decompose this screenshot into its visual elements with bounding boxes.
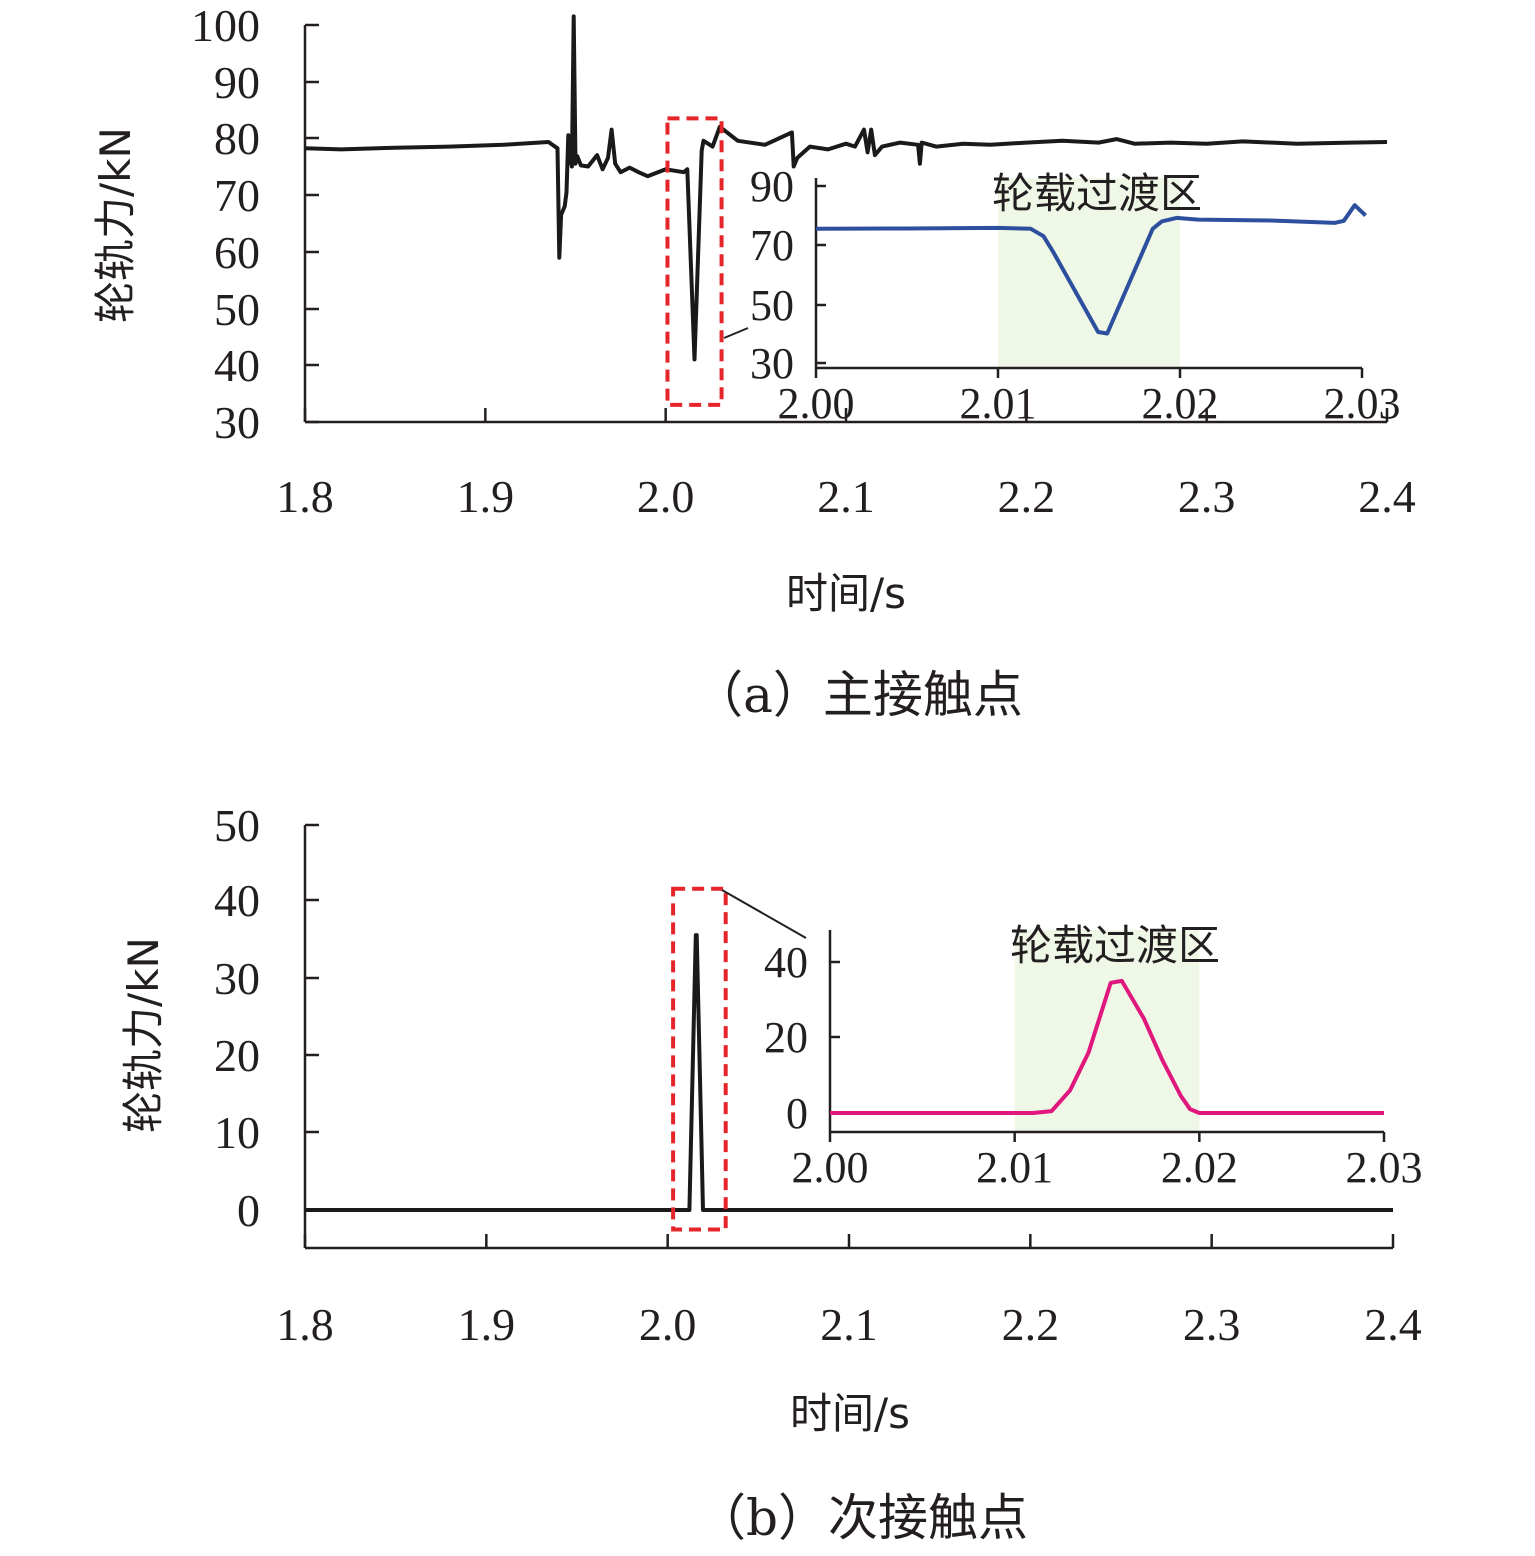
y-tick-label: 50: [214, 284, 260, 335]
inset-chart: 轮载过渡区 30 50 70 90 2.00 2.01 2.02 2.03: [750, 162, 1401, 428]
y-tick-label: 30: [214, 953, 260, 1004]
transition-region-label: 轮载过渡区: [992, 169, 1202, 218]
x-tick-label: 2.2: [1002, 1299, 1060, 1350]
inset-chart: 轮载过渡区 0 20 40 2.00 2.01 2.02 2.03: [764, 921, 1423, 1192]
y-tick-label: 40: [214, 340, 260, 391]
transition-region-shade: [1014, 930, 1200, 1132]
inset-x-tick-label: 2.02: [1161, 1143, 1238, 1192]
panel-b-caption: （b）次接触点: [696, 1489, 1028, 1547]
y-tick-label: 90: [214, 57, 260, 108]
x-tick-label: 2.3: [1178, 471, 1236, 522]
panel-b-ylabel: 轮轨力/kN: [119, 937, 168, 1133]
inset-y-tick-label: 40: [764, 938, 808, 987]
transition-region-shade: [998, 178, 1180, 368]
inset-y-tick-label: 0: [786, 1089, 808, 1138]
zoom-connector-line: [721, 889, 807, 939]
inset-x-tick-label: 2.00: [778, 379, 855, 428]
inset-x-tick-label: 2.03: [1346, 1143, 1423, 1192]
panel-a-xlabel: 时间/s: [786, 569, 906, 618]
x-tick-label: 2.4: [1364, 1299, 1422, 1350]
transition-region-label: 轮载过渡区: [1010, 921, 1220, 970]
panel-a-caption: （a）主接触点: [693, 666, 1023, 724]
panel-b-secondary-contact: 轮轨力/kN 时间/s （b）次接触点 0 10 20 30 40 50 1.8 1.9 2.0…: [119, 800, 1423, 1547]
y-tick-label: 30: [214, 397, 260, 448]
inset-x-tick-label: 2.03: [1324, 379, 1401, 428]
inset-series-line: [815, 203, 1367, 336]
y-tick-label: 100: [191, 0, 260, 51]
y-tick-label: 40: [214, 875, 260, 926]
x-tick-label: 1.9: [458, 1299, 516, 1350]
x-tick-label: 2.2: [998, 471, 1056, 522]
x-tick-label: 2.1: [817, 471, 875, 522]
main-series-line: [304, 14, 1388, 362]
x-tick-label: 2.4: [1358, 471, 1416, 522]
y-tick-label: 10: [214, 1107, 260, 1158]
x-tick-label: 1.8: [276, 471, 334, 522]
x-tick-label: 2.1: [820, 1299, 878, 1350]
y-tick-label: 0: [237, 1185, 260, 1236]
zoom-box: [665, 116, 724, 407]
inset-x-tick-label: 2.01: [976, 1143, 1053, 1192]
inset-y-tick-label: 90: [750, 162, 794, 211]
zoom-box: [671, 886, 728, 1232]
panel-a-main-contact: 轮轨力/kN 时间/s （a）主接触点 304050607080901001.8…: [91, 0, 1416, 724]
x-tick-label: 2.0: [637, 471, 695, 522]
panel-b-xlabel: 时间/s: [790, 1389, 910, 1438]
inset-y-tick-label: 70: [750, 221, 794, 270]
y-tick-label: 70: [214, 170, 260, 221]
y-tick-label: 50: [214, 800, 260, 851]
x-tick-label: 2.3: [1183, 1299, 1241, 1350]
inset-y-tick-label: 20: [764, 1013, 808, 1062]
y-tick-label: 20: [214, 1030, 260, 1081]
inset-x-tick-label: 2.02: [1142, 379, 1219, 428]
y-tick-label: 80: [214, 113, 260, 164]
inset-x-tick-label: 2.00: [792, 1143, 869, 1192]
x-tick-label: 1.9: [457, 471, 515, 522]
y-tick-label: 60: [214, 227, 260, 278]
x-tick-label: 1.8: [276, 1299, 334, 1350]
panel-a-ylabel: 轮轨力/kN: [91, 127, 140, 323]
x-tick-label: 2.0: [639, 1299, 697, 1350]
inset-y-tick-label: 30: [750, 339, 794, 388]
inset-x-tick-label: 2.01: [960, 379, 1037, 428]
main-series-line: [305, 933, 1393, 1212]
inset-y-tick-label: 50: [750, 281, 794, 330]
inset-series-line: [830, 978, 1384, 1115]
zoom-connector-line: [723, 327, 749, 339]
